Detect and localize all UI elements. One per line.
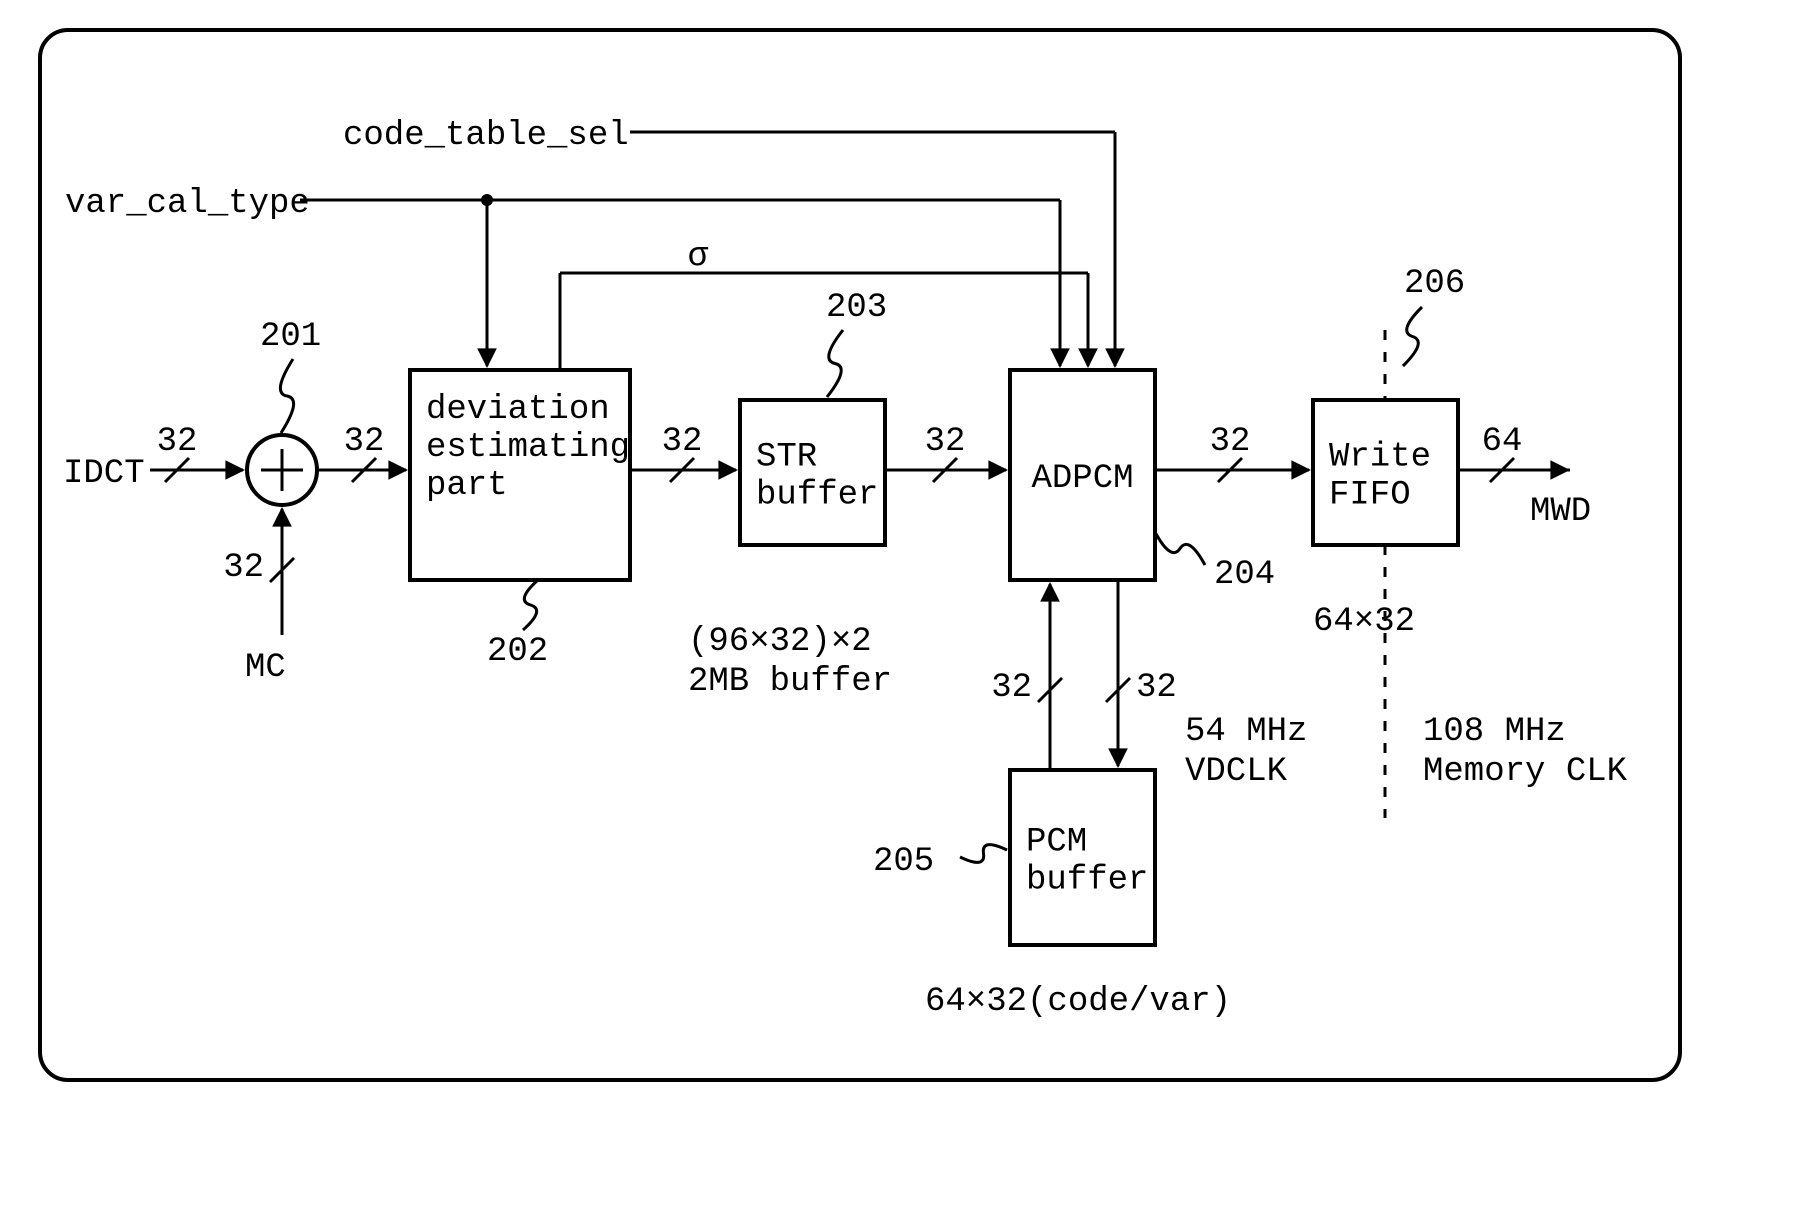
svg-text:part: part	[426, 467, 508, 505]
svg-text:Memory CLK: Memory CLK	[1423, 753, 1628, 791]
svg-text:Write: Write	[1329, 439, 1431, 477]
svg-text:32: 32	[344, 423, 385, 461]
svg-text:54 MHz: 54 MHz	[1185, 713, 1307, 751]
svg-text:108 MHz: 108 MHz	[1423, 713, 1566, 751]
svg-text:FIFO: FIFO	[1329, 477, 1411, 515]
svg-text:32: 32	[662, 423, 703, 461]
svg-text:2MB buffer: 2MB buffer	[688, 663, 892, 701]
svg-text:204: 204	[1214, 556, 1275, 594]
svg-text:VDCLK: VDCLK	[1185, 753, 1288, 791]
svg-text:STR: STR	[756, 439, 817, 477]
svg-text:32: 32	[991, 669, 1032, 707]
svg-text:202: 202	[487, 633, 548, 671]
svg-text:deviation: deviation	[426, 391, 610, 429]
svg-text:IDCT: IDCT	[63, 455, 145, 493]
svg-text:MWD: MWD	[1530, 493, 1591, 531]
svg-text:206: 206	[1404, 265, 1465, 303]
svg-text:MC: MC	[245, 649, 286, 687]
svg-text:32: 32	[157, 423, 198, 461]
svg-text:32: 32	[1136, 669, 1177, 707]
svg-text:buffer: buffer	[756, 477, 878, 515]
svg-text:ADPCM: ADPCM	[1031, 460, 1133, 498]
svg-text:64×32: 64×32	[1313, 603, 1415, 641]
svg-text:estimating: estimating	[426, 429, 630, 467]
svg-text:PCM: PCM	[1026, 824, 1087, 862]
svg-text:201: 201	[260, 318, 321, 356]
svg-text:32: 32	[1210, 423, 1251, 461]
svg-text:32: 32	[925, 423, 966, 461]
svg-text:64×32(code/var): 64×32(code/var)	[925, 983, 1231, 1021]
svg-text:203: 203	[826, 289, 887, 327]
svg-text:code_table_sel: code_table_sel	[343, 117, 629, 155]
svg-text:205: 205	[873, 843, 934, 881]
svg-text:buffer: buffer	[1026, 862, 1148, 900]
svg-text:64: 64	[1482, 423, 1523, 461]
svg-text:32: 32	[223, 549, 264, 587]
svg-text:σ: σ	[688, 238, 709, 276]
svg-text:(96×32)×2: (96×32)×2	[688, 623, 872, 661]
svg-text:var_cal_type: var_cal_type	[65, 185, 310, 223]
